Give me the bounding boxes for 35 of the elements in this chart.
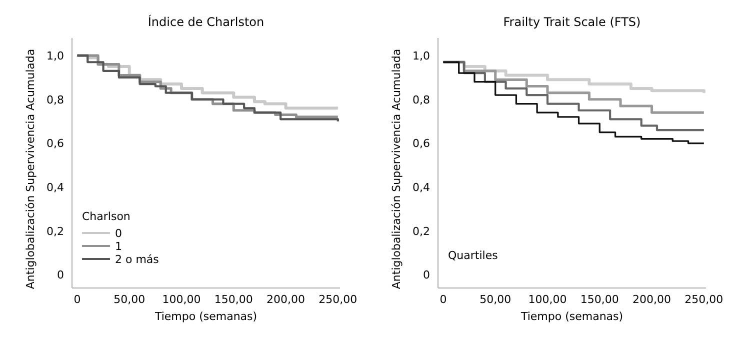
- x-axis-title: Tiempo (semanas): [520, 310, 624, 323]
- legend-label: 0: [115, 226, 122, 240]
- x-tick-label: 250,00: [318, 293, 358, 306]
- x-tick-label: 250,00: [684, 293, 724, 306]
- y-tick-label: 0,2: [46, 224, 64, 238]
- legend-label: 2 o más: [115, 252, 160, 266]
- x-tick-label: 200,00: [266, 293, 306, 306]
- x-tick-label: 200,00: [632, 293, 672, 306]
- chart-title: Frailty Trait Scale (FTS): [503, 15, 641, 29]
- y-tick-label: 0: [423, 268, 430, 282]
- x-tick-label: 150,00: [214, 293, 253, 306]
- y-axis-title: Antiglobalización Supervivencia Acumulada: [24, 48, 37, 290]
- y-tick-label: 0,2: [412, 224, 430, 238]
- y-tick-label: 0,4: [412, 180, 430, 194]
- x-tick-label: 150,00: [580, 293, 619, 306]
- y-axis-title: Antiglobalización Supervivencia Acumulada: [390, 48, 403, 290]
- y-tick-label: 0,6: [46, 137, 64, 150]
- y-tick-label: 1,0: [412, 49, 430, 62]
- x-tick-label: 50,00: [480, 293, 512, 306]
- x-axis-title: Tiempo (semanas): [154, 310, 258, 323]
- legend-title: Quartiles: [448, 248, 498, 262]
- x-tick-label: 0: [440, 293, 447, 306]
- y-tick-label: 0,4: [46, 180, 64, 194]
- x-tick-label: 100,00: [528, 293, 567, 306]
- y-tick-label: 0: [57, 268, 64, 282]
- legend-title: Charlson: [82, 210, 130, 223]
- y-tick-label: 1,0: [46, 49, 64, 62]
- x-tick-label: 50,00: [114, 293, 146, 306]
- y-tick-label: 0,6: [412, 137, 430, 150]
- x-tick-label: 100,00: [162, 293, 201, 306]
- legend-label: 1: [115, 240, 122, 253]
- y-tick-label: 0,8: [412, 93, 430, 106]
- x-tick-label: 0: [74, 293, 81, 306]
- chart-title: Índice de Charlston: [148, 14, 264, 29]
- y-tick-label: 0,8: [46, 93, 64, 106]
